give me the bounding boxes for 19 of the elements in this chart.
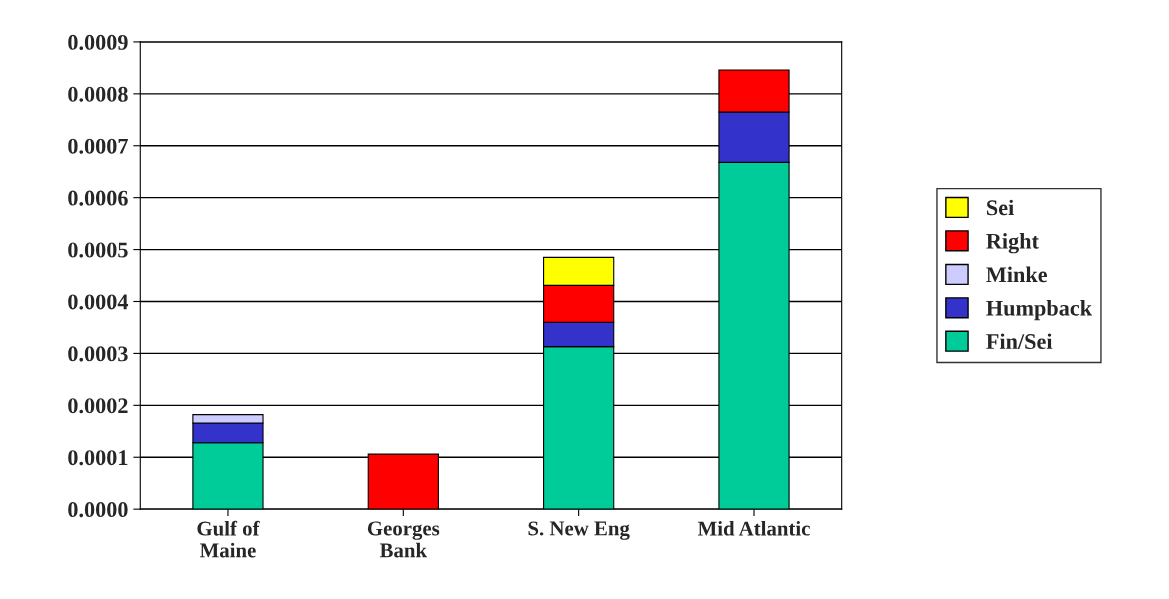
y-tick-label: 0.0005 [68,242,128,258]
y-tick-label: 0.0000 [68,502,128,518]
x-tick-label: Gulf of Maine [197,520,260,558]
x-tick-label: S. New Eng [528,521,630,540]
y-tick-label: 0.0004 [68,294,129,310]
y-tick-label: 0.0008 [68,86,128,102]
y-tick-label: 0.0006 [68,190,128,206]
y-tick-label: 0.0009 [68,34,128,50]
legend-label: Right [986,233,1039,254]
x-tick-label: Georges Bank [367,521,440,558]
y-tick-label: 0.0007 [68,138,128,154]
legend-label: Fin/Sei [986,333,1053,350]
legend-label: Minke [986,266,1047,283]
y-tick-label: 0.0003 [68,346,128,362]
y-tick-label: 0.0001 [68,450,128,466]
legend-label: Humpback [986,300,1093,321]
legend-label: Sei [987,199,1014,216]
x-tick-label: Mid Atlantic [697,520,810,536]
y-tick-label: 0.0002 [68,398,128,414]
